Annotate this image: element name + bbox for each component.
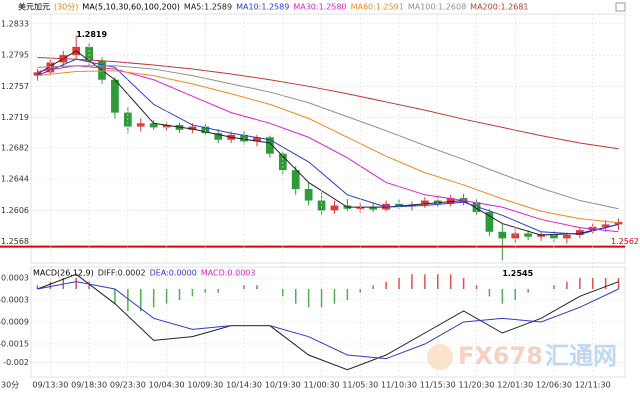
candle-body [188, 126, 197, 130]
legend-entry: MA5:1.2589 [184, 3, 232, 12]
x-tick-label: 12/11:30 [575, 381, 611, 390]
y-tick-label: 1.2606 [1, 206, 29, 215]
candle-body [408, 204, 416, 207]
candle-body [588, 226, 597, 231]
candle-body [524, 233, 533, 237]
candle-body [85, 46, 93, 61]
x-tick-label: 12/06:30 [536, 381, 572, 390]
legend-entry: DIFF:0.0002 [98, 269, 146, 278]
candle-body [214, 133, 223, 140]
x-tick-label: 11/20:30 [459, 381, 495, 390]
legend-entry: MACD:0.0003 [201, 269, 256, 278]
x-tick-label: 12/01:30 [497, 381, 533, 390]
x-tick-label: 10/14:30 [226, 381, 262, 390]
candle-body [485, 212, 494, 232]
macd-line [37, 281, 619, 360]
candle-body [136, 123, 145, 127]
x-tick-label: 09/13:30 [32, 381, 68, 390]
x-tick-label: 11/10:30 [381, 381, 417, 390]
candle-body [563, 235, 571, 239]
y-tick-label: 1.2682 [1, 143, 29, 152]
legend-entry: MA200:1.2681 [470, 3, 528, 12]
x-tick-label: 11/05:30 [342, 381, 378, 390]
candle-body [317, 200, 326, 211]
candle-body [420, 200, 429, 205]
x-tick-label: 10/04:30 [149, 381, 185, 390]
last-price-label: 1.2562 [611, 237, 639, 246]
legend-entry: MA30:1.2580 [293, 3, 346, 12]
period-label: 30分 [1, 381, 19, 390]
candle-body [330, 205, 339, 211]
candle-body [601, 224, 610, 227]
candle-body [614, 221, 623, 225]
settings-icon[interactable] [615, 2, 626, 12]
candle-body [253, 137, 261, 142]
low-label: 1.2545 [502, 269, 533, 278]
y-tick-label: 1.2757 [1, 82, 29, 91]
y-tick-label: 1.2568 [1, 237, 29, 246]
x-tick-label: 10/09:30 [187, 381, 223, 390]
y-tick-label: -0.0009 [0, 318, 29, 327]
ma-line [37, 65, 619, 233]
watermark-logo [427, 344, 453, 370]
candle-body [446, 198, 455, 204]
high-label: 1.2819 [76, 30, 107, 39]
candle-body [369, 207, 378, 210]
candle-body [201, 126, 210, 134]
ma-line [37, 70, 619, 224]
candle-body [575, 230, 584, 236]
candle-body [111, 79, 119, 113]
y-tick-label: 0.0003 [1, 274, 29, 283]
indicator: MACD(26,12,9) [33, 269, 94, 278]
y-tick-label: -0.002 [3, 358, 29, 367]
candle-body [266, 137, 274, 154]
y-tick-label: -0.0015 [0, 340, 29, 349]
y-tick-label: 1.2795 [1, 51, 29, 60]
indicator: MA(5,10,30,60,100,200) [82, 3, 180, 12]
legend-entry: MA10:1.2589 [236, 3, 289, 12]
candle-body [304, 189, 313, 201]
x-tick-label: 09/18:30 [71, 381, 107, 390]
legend-entry: MA100:1.2608 [408, 3, 466, 12]
y-tick-label: 1.2719 [1, 113, 29, 122]
x-tick-label: 11/00:30 [304, 381, 340, 390]
candle-body [278, 153, 287, 171]
legend-entry: MA60:1.2591 [351, 3, 404, 12]
ma-line [37, 58, 619, 235]
y-tick-label: -0.0003 [0, 296, 29, 305]
chart-subtitle: (30分) [54, 3, 78, 12]
candle-body [550, 234, 558, 239]
ma-line [37, 65, 619, 210]
candle-body [149, 123, 158, 128]
x-tick-label: 11/15:30 [420, 381, 456, 390]
watermark: FX678 [458, 342, 543, 370]
candle-body [498, 231, 507, 239]
x-tick-label: 09/23:30 [110, 381, 146, 390]
legend-entry: DEA:0.0000 [150, 269, 197, 278]
candle-body [395, 203, 403, 207]
macd-line [37, 273, 619, 371]
chart-title: 美元加元 [18, 2, 50, 12]
x-tick-label: 10/19:30 [265, 381, 301, 390]
ma-line [37, 57, 619, 150]
watermark: 汇通网 [545, 342, 617, 370]
y-tick-label: 1.2644 [1, 175, 29, 184]
price-panel [30, 13, 626, 264]
candle-body [291, 170, 300, 190]
ma-line [37, 50, 619, 236]
y-tick-label: 1.2833 [1, 19, 29, 28]
